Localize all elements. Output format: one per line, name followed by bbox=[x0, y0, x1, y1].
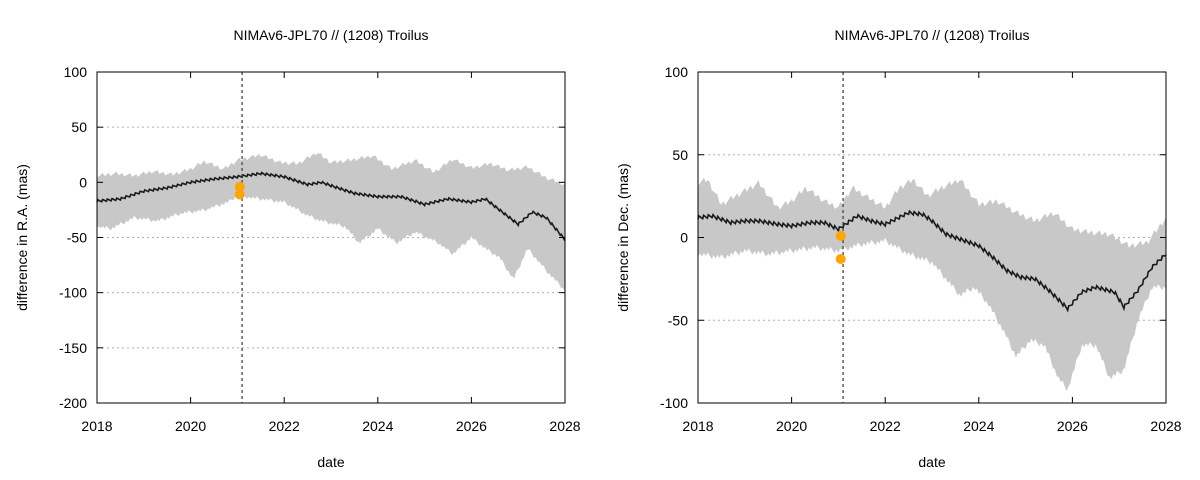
y-tick-label: -50 bbox=[668, 312, 688, 328]
y-tick-label: 0 bbox=[680, 230, 688, 246]
x-tick-label: 2018 bbox=[81, 418, 112, 434]
x-tick-label: 2022 bbox=[269, 418, 300, 434]
uncertainty-band bbox=[97, 153, 565, 292]
y-tick-label: 0 bbox=[79, 174, 87, 190]
y-tick-label: -100 bbox=[660, 395, 688, 411]
y-axis-label: difference in R.A. (mas) bbox=[14, 164, 30, 311]
difference-series-line bbox=[96, 171, 566, 242]
y-axis-label: difference in Dec. (mas) bbox=[615, 163, 631, 311]
y-tick-label: -200 bbox=[59, 395, 87, 411]
x-tick-label: 2020 bbox=[175, 418, 206, 434]
y-tick-label: -50 bbox=[67, 230, 87, 246]
observation-point bbox=[234, 189, 245, 200]
x-tick-label: 2022 bbox=[870, 418, 901, 434]
x-tick-label: 2026 bbox=[1057, 418, 1088, 434]
y-tick-label: 50 bbox=[672, 147, 688, 163]
observation-point bbox=[835, 230, 846, 241]
y-tick-label: 100 bbox=[64, 64, 88, 80]
x-tick-label: 2018 bbox=[682, 418, 713, 434]
ra-chart: NIMAv6-JPL70 // (1208) Troilus -200 -150 -1… bbox=[14, 27, 581, 470]
x-tick-label: 2026 bbox=[456, 418, 487, 434]
observation-point bbox=[234, 181, 245, 192]
dec-chart: NIMAv6-JPL70 // (1208) Troilus -100 -50 0 50… bbox=[615, 27, 1182, 470]
y-tick-label: -100 bbox=[59, 285, 87, 301]
uncertainty-band bbox=[698, 177, 1166, 392]
x-tick-label: 2024 bbox=[963, 418, 994, 434]
y-tick-label: 50 bbox=[71, 119, 87, 135]
x-tick-label: 2028 bbox=[549, 418, 580, 434]
chart-title: NIMAv6-JPL70 // (1208) Troilus bbox=[834, 27, 1029, 43]
difference-series-line bbox=[697, 209, 1167, 313]
y-tick-label: -150 bbox=[59, 340, 87, 356]
observation-point bbox=[835, 254, 846, 265]
x-axis-label: date bbox=[317, 454, 344, 470]
y-tick-label: 100 bbox=[665, 64, 689, 80]
x-tick-label: 2028 bbox=[1150, 418, 1181, 434]
x-tick-label: 2020 bbox=[776, 418, 807, 434]
x-axis-label: date bbox=[918, 454, 945, 470]
x-tick-label: 2024 bbox=[362, 418, 393, 434]
chart-title: NIMAv6-JPL70 // (1208) Troilus bbox=[233, 27, 428, 43]
